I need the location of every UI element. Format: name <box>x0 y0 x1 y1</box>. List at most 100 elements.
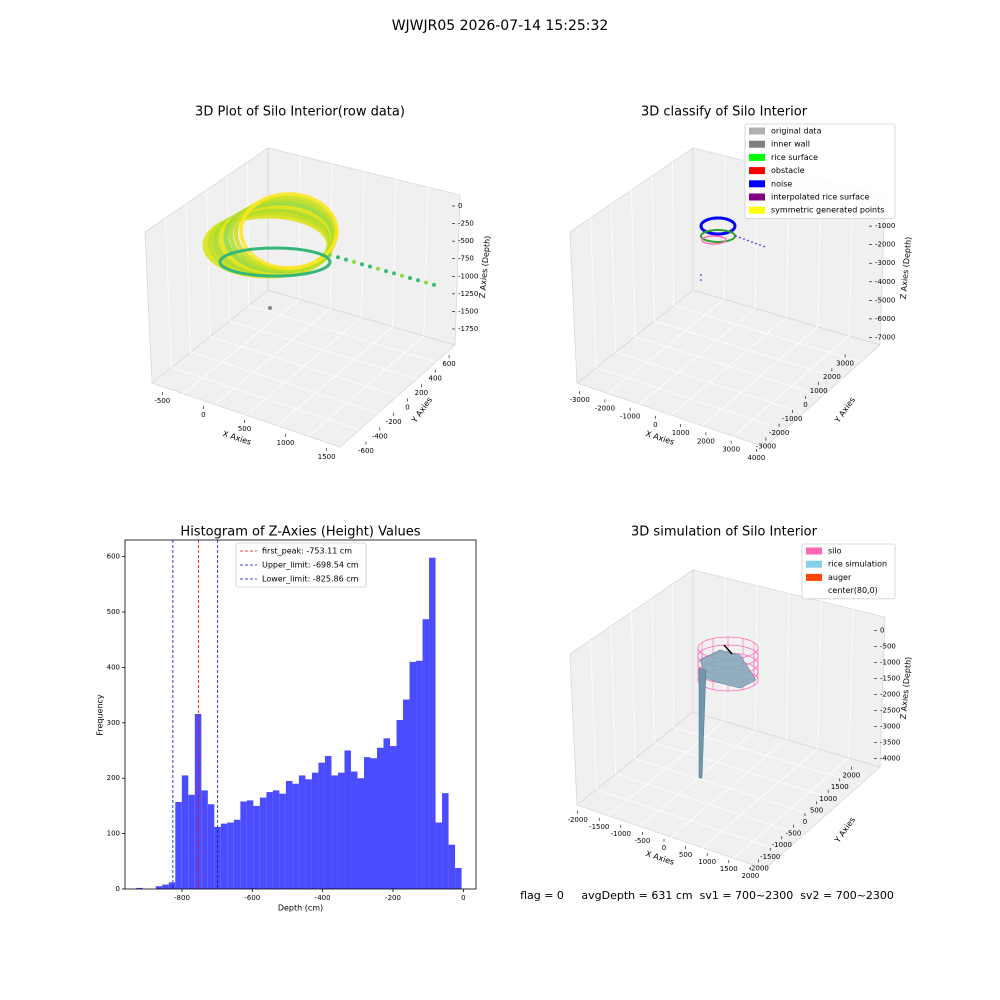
hist-bar <box>363 757 371 889</box>
hist-bar <box>240 801 247 889</box>
x-tick-label: -800 <box>174 894 190 902</box>
status-footer: flag = 0 avgDepth = 631 cm sv1 = 700~230… <box>520 889 894 902</box>
z-tick-label: -7000 <box>875 333 895 341</box>
hist-bar <box>396 720 404 889</box>
hist-bar <box>181 775 189 889</box>
y-tick-label: 200 <box>107 774 120 782</box>
pane-grid <box>673 305 861 363</box>
z-tick-label: -2000 <box>875 241 895 249</box>
point-trail <box>400 273 404 278</box>
legend-label: Lower_limit: -825.86 cm <box>262 575 359 584</box>
point-trail <box>328 253 332 257</box>
legend-swatch <box>749 193 765 201</box>
x-tick-label: 500 <box>679 851 692 859</box>
hist-bar <box>370 758 377 889</box>
z-tick-label: -1000 <box>875 222 895 230</box>
y-tick-label: 400 <box>429 375 442 383</box>
legend-label: inner wall <box>771 140 810 149</box>
z-axis-label: Z Axies (Depth) <box>899 656 913 719</box>
y-tick-label: -3000 <box>756 443 776 451</box>
legend-box <box>801 543 896 600</box>
noise-point <box>743 238 745 240</box>
pane-grid <box>392 179 397 327</box>
x-axis-label: Depth (cm) <box>278 904 323 913</box>
pane-grid <box>672 583 675 728</box>
hist-bar <box>331 775 338 889</box>
point-trail <box>416 278 420 283</box>
hist-bar <box>422 619 430 889</box>
z-tick-label: -3500 <box>880 739 900 747</box>
x-tick-label: 3000 <box>722 446 740 454</box>
y-tick-label: -1500 <box>760 853 780 861</box>
pane-grid <box>723 155 726 300</box>
x-tick-label: -1000 <box>611 830 631 838</box>
point-trail <box>360 262 364 267</box>
y-tick-label: 3000 <box>836 359 854 367</box>
x-tick-label: -2000 <box>567 816 587 824</box>
y-tick-label: -500 <box>785 830 801 838</box>
hist-bar <box>383 738 391 889</box>
noise-point <box>751 241 753 243</box>
legend-label: Upper_limit: -698.54 cm <box>262 561 359 570</box>
x-tick-label: -1000 <box>620 413 640 421</box>
z-tick-label: -1750 <box>458 325 478 333</box>
x-tick-label: -2000 <box>595 404 615 412</box>
y-tick-label: 1000 <box>810 387 828 395</box>
chart-title: 3D Plot of Silo Interior(row data) <box>195 105 405 120</box>
y-tick-label: -1000 <box>772 841 792 849</box>
pane-grid <box>631 611 636 759</box>
y-axis-label: Y Axies <box>832 396 857 426</box>
legend-swatch <box>806 587 822 595</box>
pane-grid <box>610 203 617 353</box>
hist-bar <box>279 793 286 889</box>
pane-grid <box>248 305 436 363</box>
z-tick-label: -750 <box>458 255 474 263</box>
legend-label: obstacle <box>771 166 805 175</box>
y-tick-label: 1000 <box>819 795 837 803</box>
pane-grid <box>206 189 211 337</box>
z-tick-label: -2500 <box>880 707 900 715</box>
hist-bar <box>305 779 312 889</box>
y-tick-label: 500 <box>810 806 823 814</box>
x-tick-label: -3000 <box>569 396 589 404</box>
noise-point <box>739 236 741 239</box>
pane-grid <box>651 597 655 744</box>
x-axis-label: X Axies <box>645 849 676 867</box>
legend-swatch <box>749 153 765 161</box>
point-trail <box>432 282 436 287</box>
hist-bar <box>175 802 182 889</box>
wall-ring <box>701 235 727 245</box>
hist-bar <box>188 794 195 889</box>
legend-label: first_peak: -753.11 cm <box>262 547 352 556</box>
pane-grid <box>631 189 636 337</box>
chart-title: 3D simulation of Silo Interior <box>631 525 818 540</box>
hist-bar <box>416 660 423 889</box>
hist-bar <box>155 886 163 889</box>
x-tick-label: -1500 <box>589 823 609 831</box>
hist-bar <box>403 699 410 889</box>
hist-bar <box>350 771 358 889</box>
x-tick-label: -400 <box>315 894 331 902</box>
x-tick-label: 2000 <box>741 872 759 880</box>
legend-label: auger <box>828 573 852 582</box>
noise-point <box>763 245 765 248</box>
rice-surface <box>699 649 757 689</box>
point-trail <box>368 264 372 269</box>
legend-box <box>744 123 896 219</box>
hist-bar <box>376 747 384 889</box>
hist-bar <box>207 804 215 889</box>
z-tick-label: -5000 <box>875 296 895 304</box>
hist-bar <box>344 750 351 889</box>
x-tick-label: 0 <box>662 844 666 852</box>
hist-bar <box>194 713 202 889</box>
noise-ring <box>699 216 737 236</box>
pane-grid <box>817 601 822 749</box>
noise-point <box>700 279 702 281</box>
legend-swatch <box>749 167 765 175</box>
y-tick-label: -1000 <box>782 415 802 423</box>
y-tick-label: 2000 <box>842 772 860 780</box>
hist-bar <box>357 778 364 889</box>
hist-bar <box>162 884 169 889</box>
noise-point <box>700 274 702 276</box>
z-tick-label: -500 <box>458 237 474 245</box>
